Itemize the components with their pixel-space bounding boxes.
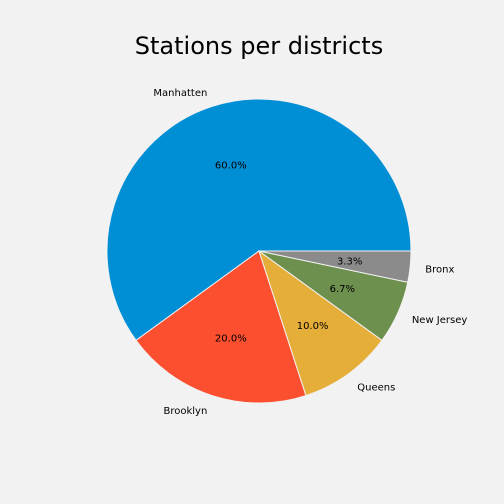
slice-label-manhatten: Manhatten (153, 88, 207, 99)
pie-slice-manhatten (106, 98, 412, 342)
chart-title: Stations per districts (135, 32, 383, 60)
slice-label-queens: Queens (357, 382, 395, 393)
pie-labels: Manhatten 60.0% Brooklyn 20.0% Queens 10.0% Ne… (153, 88, 467, 417)
slice-label-bronx: Bronx (425, 264, 454, 275)
pie-slice-bronx (258, 250, 412, 283)
pie-slice-queens (258, 249, 383, 397)
slice-label-new-jersey: New Jersey (412, 315, 468, 326)
pct-label-brooklyn: 20.0% (215, 334, 247, 345)
pie-slice-brooklyn (135, 250, 307, 404)
pct-label-new-jersey: 6.7% (330, 284, 355, 295)
pct-label-manhatten: 60.0% (215, 160, 247, 171)
pie-slices (106, 98, 412, 404)
pct-label-bronx: 3.3% (337, 256, 362, 267)
pct-label-queens: 10.0% (297, 321, 329, 332)
slice-label-brooklyn: Brooklyn (164, 406, 208, 417)
